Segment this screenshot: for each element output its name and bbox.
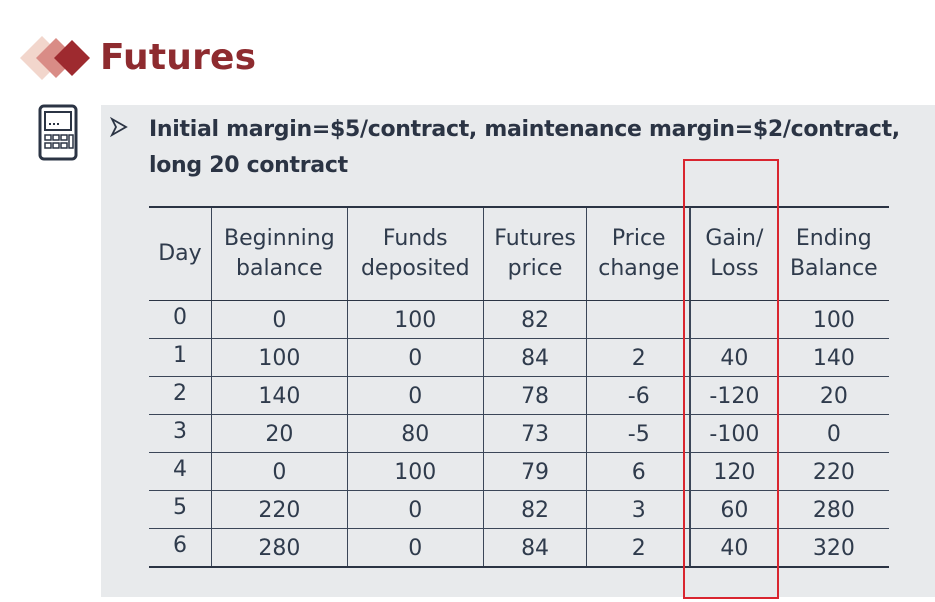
diamonds-logo-icon bbox=[20, 36, 90, 80]
calculator-icon bbox=[38, 104, 78, 161]
margin-account-table: Day Beginning balance Funds deposited Futu… bbox=[149, 206, 889, 568]
cell-ending-balance: 0 bbox=[777, 414, 889, 453]
table-row: 2 140 0 78 -6 -120 20 bbox=[149, 376, 889, 415]
arrowhead-bullet-icon bbox=[110, 116, 128, 138]
table-row: 6 280 0 84 2 40 320 bbox=[149, 528, 889, 568]
cell-funds-deposited: 100 bbox=[346, 452, 484, 491]
cell-day: 2 bbox=[149, 376, 212, 415]
cell-price-change: -5 bbox=[586, 414, 692, 453]
cell-funds-deposited: 0 bbox=[346, 338, 484, 377]
cell-gain-loss: 40 bbox=[690, 338, 779, 377]
page-title: Futures bbox=[100, 37, 257, 78]
cell-day: 4 bbox=[149, 452, 212, 491]
cell-funds-deposited: 100 bbox=[346, 300, 484, 339]
cell-gain-loss: 60 bbox=[690, 490, 779, 529]
cell-beginning-balance: 280 bbox=[210, 528, 348, 568]
cell-price-change: 2 bbox=[586, 528, 692, 568]
cell-beginning-balance: 0 bbox=[210, 452, 348, 491]
bullet-line-2: long 20 contract bbox=[149, 153, 348, 178]
cell-price-change: 6 bbox=[586, 452, 692, 491]
table-row: 1 100 0 84 2 40 140 bbox=[149, 338, 889, 377]
cell-futures-price: 82 bbox=[482, 490, 588, 529]
cell-beginning-balance: 220 bbox=[210, 490, 348, 529]
cell-price-change: 3 bbox=[586, 490, 692, 529]
cell-gain-loss: -100 bbox=[690, 414, 779, 453]
cell-ending-balance: 280 bbox=[777, 490, 889, 529]
cell-funds-deposited: 0 bbox=[346, 376, 484, 415]
header-price-change: Price change bbox=[586, 206, 692, 301]
cell-beginning-balance: 20 bbox=[210, 414, 348, 453]
cell-futures-price: 82 bbox=[482, 300, 588, 339]
cell-day: 3 bbox=[149, 414, 212, 453]
cell-funds-deposited: 80 bbox=[346, 414, 484, 453]
cell-beginning-balance: 0 bbox=[210, 300, 348, 339]
cell-beginning-balance: 100 bbox=[210, 338, 348, 377]
cell-gain-loss: 120 bbox=[690, 452, 779, 491]
table-row: 3 20 80 73 -5 -100 0 bbox=[149, 414, 889, 453]
header-gain-loss: Gain/Loss bbox=[690, 206, 779, 301]
cell-price-change: 2 bbox=[586, 338, 692, 377]
cell-day: 6 bbox=[149, 528, 212, 568]
cell-ending-balance: 220 bbox=[777, 452, 889, 491]
header-beginning-balance: Beginning balance bbox=[210, 206, 348, 301]
table-row: 0 0 100 82 100 bbox=[149, 300, 889, 339]
gain-loss-double-rule bbox=[689, 207, 690, 567]
cell-day: 5 bbox=[149, 490, 212, 529]
cell-ending-balance: 320 bbox=[777, 528, 889, 568]
cell-futures-price: 84 bbox=[482, 528, 588, 568]
cell-day: 0 bbox=[149, 300, 212, 339]
cell-funds-deposited: 0 bbox=[346, 490, 484, 529]
cell-funds-deposited: 0 bbox=[346, 528, 484, 568]
header-futures-price: Futures price bbox=[482, 206, 588, 301]
cell-ending-balance: 140 bbox=[777, 338, 889, 377]
cell-ending-balance: 20 bbox=[777, 376, 889, 415]
cell-gain-loss: 40 bbox=[690, 528, 779, 568]
cell-gain-loss: -120 bbox=[690, 376, 779, 415]
cell-futures-price: 84 bbox=[482, 338, 588, 377]
bullet-line-1: Initial margin=$5/contract, maintenance … bbox=[149, 117, 900, 142]
header-ending-balance: Ending Balance bbox=[777, 206, 889, 301]
cell-ending-balance: 100 bbox=[777, 300, 889, 339]
cell-futures-price: 79 bbox=[482, 452, 588, 491]
header-funds-deposited: Funds deposited bbox=[346, 206, 484, 301]
cell-price-change: -6 bbox=[586, 376, 692, 415]
header-day: Day bbox=[149, 206, 212, 301]
cell-price-change bbox=[586, 300, 692, 339]
bullet-text: Initial margin=$5/contract, maintenance … bbox=[149, 112, 919, 184]
cell-futures-price: 73 bbox=[482, 414, 588, 453]
table-row: 5 220 0 82 3 60 280 bbox=[149, 490, 889, 529]
cell-day: 1 bbox=[149, 338, 212, 377]
table-row: 4 0 100 79 6 120 220 bbox=[149, 452, 889, 491]
cell-gain-loss bbox=[690, 300, 779, 339]
cell-futures-price: 78 bbox=[482, 376, 588, 415]
cell-beginning-balance: 140 bbox=[210, 376, 348, 415]
table-header-row: Day Beginning balance Funds deposited Futu… bbox=[149, 206, 889, 301]
